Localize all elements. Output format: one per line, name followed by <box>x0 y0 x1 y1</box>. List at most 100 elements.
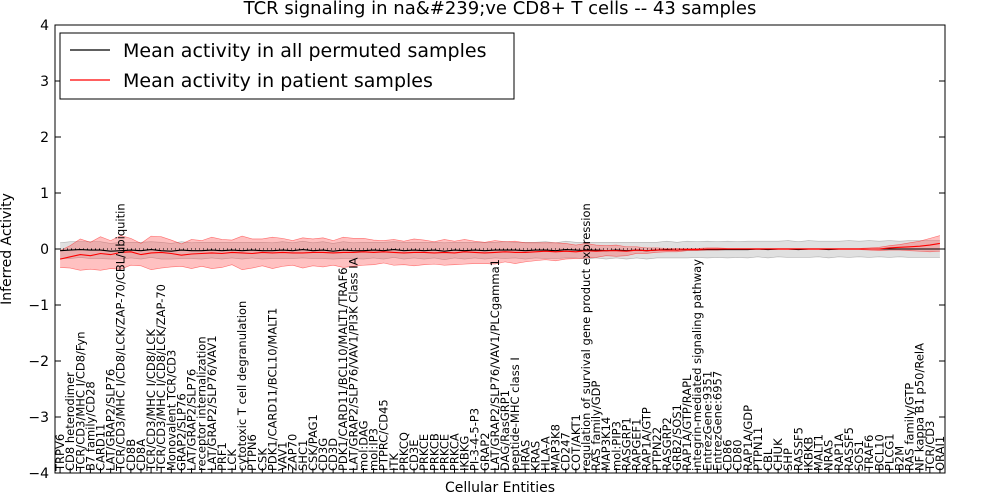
entity-label: CD247 <box>559 432 573 471</box>
entity-label: RAP1A/GTP/RAPL <box>680 374 694 471</box>
entity-label: SHC1 <box>296 440 310 471</box>
band-upper-edge-series-1 <box>59 235 941 251</box>
y-tick-label: −1 <box>28 298 49 314</box>
legend-label-permuted: Mean activity in all permuted samples <box>123 40 486 62</box>
entity-label: PRKCE <box>417 434 431 471</box>
entity-label: CSK <box>255 448 269 471</box>
entity-label: ZAP70 <box>286 434 300 471</box>
entity-label: ITK <box>387 453 401 471</box>
entity-label: CD80 <box>731 439 745 471</box>
band-lower-edge-series-0 <box>60 256 940 260</box>
entity-label: RASGRP1 <box>619 417 633 471</box>
entity-label: Monovalent TCR/CD3 <box>164 350 178 471</box>
entity-label: HLA-A <box>539 436 553 471</box>
entity-label: PRF1 <box>215 442 229 471</box>
entity-label: RASSF5 <box>791 427 805 471</box>
entity-label: LCK <box>225 449 239 471</box>
entity-label: LAT/GRAP2/SLP76 <box>104 369 118 471</box>
entity-label: LAT/GRAP2/SLP76/VAV1 <box>205 335 219 471</box>
entity-label: PDK1/CARD11/BCL10/MALT1 <box>265 308 279 471</box>
entity-label: CARD11 <box>94 424 108 471</box>
x-axis-label: Cellular Entities <box>445 480 555 496</box>
entity-label: CD3G <box>316 438 330 471</box>
entity-label: B2M <box>893 446 907 471</box>
entity-label: CD8 heterodimer <box>63 372 77 471</box>
y-tick-label: 4 <box>40 18 49 34</box>
entity-label: PDK1/CARD11/BCL10/MALT1/TRAF6 <box>336 267 350 471</box>
entity-label: IKBKB <box>802 437 816 471</box>
y-axis: −4 −3 −2 −1 0 1 2 3 4 <box>28 18 945 482</box>
chart-title: TCR signaling in na&#239;ve CD8+ T cells… <box>243 0 757 19</box>
y-tick-label: −4 <box>28 466 49 482</box>
entity-label: RASSF5 <box>842 427 856 471</box>
entity-label: regulation of survival gene product expr… <box>579 203 593 471</box>
entity-label: ORAI1 <box>933 436 947 471</box>
entity-label: PRKCQ <box>397 432 411 471</box>
band-series-1 <box>60 235 940 271</box>
entity-label: EntrezGene:9351 <box>700 371 714 471</box>
entity-label: peptide-MHC class I <box>508 357 522 471</box>
entity-label: TCR/CD3 <box>923 421 937 472</box>
entity-label: NF kappa B1 p50/RelA <box>913 343 927 471</box>
entity-label: CSK/PAG1 <box>306 414 320 471</box>
legend-box <box>59 32 515 100</box>
entity-label: RAS family/GTP <box>903 383 917 471</box>
entity-label: CD3E <box>407 440 421 471</box>
entity-label: RASGRP2 <box>660 417 674 471</box>
entity-label: integrin-mediated signaling pathway <box>690 259 704 471</box>
entity-label: COT/AKT1 <box>569 414 583 471</box>
y-tick-label: 0 <box>40 242 49 258</box>
entity-label: RAP1A/GTP <box>640 407 654 471</box>
entity-label: PRKCB <box>427 433 441 471</box>
entity-label: TCR/CD3/MHC I/CD8/LCK <box>144 329 158 472</box>
entity-label: NRAS <box>822 440 836 471</box>
y-tick-label: −3 <box>28 410 49 426</box>
entity-label: SHP <box>781 448 795 471</box>
y-axis-label: Inferred Activity <box>0 193 15 305</box>
entity-label: PRKCA <box>448 433 462 471</box>
y-tick-label: 2 <box>40 130 49 146</box>
y-tick-label: −2 <box>28 354 49 370</box>
legend-label-patient: Mean activity in patient samples <box>123 70 433 92</box>
y-tick-label: 1 <box>40 186 49 202</box>
entity-label: DAG/RasGRP1 <box>498 390 512 471</box>
entity-label: MAP3K14 <box>599 417 613 471</box>
entity-label: BCL10 <box>872 434 886 471</box>
entity-label: B7 family/CD28 <box>83 381 97 471</box>
entity-label: mol:DAG <box>357 420 371 471</box>
entity-label: CHUK <box>771 438 785 471</box>
entity-label: RAS family/GDP <box>589 381 603 471</box>
entity-label: PRKCE <box>437 434 451 471</box>
entity-label: CD8B <box>124 439 138 471</box>
entity-label: MALT1 <box>812 434 826 471</box>
entity-label: LAT/GRAP2/SLP76 <box>185 369 199 471</box>
entity-label: LAT/GRAP2/SLP76/VAV1/PI3K Class IA <box>346 257 360 471</box>
entity-label: RAP1A/GDP <box>741 405 755 471</box>
entity-label: PTPN11 <box>751 427 765 471</box>
entity-label: cytotoxic T cell degranulation <box>235 301 249 471</box>
entity-label: CD8A <box>134 439 148 471</box>
y-tick-label: 3 <box>40 74 49 90</box>
entity-label: SOS1 <box>852 440 866 471</box>
entity-label: mol:PIP3 <box>609 421 623 471</box>
entity-label: CD86 <box>721 439 735 471</box>
entity-label: KRAS <box>528 441 542 471</box>
series-lines-layer <box>59 242 940 260</box>
entity-label: GRB2/SOS1 <box>670 404 684 471</box>
entity-label: LAT/GRAP2/SLP76/VAV1/PLCgamma1 <box>488 259 502 471</box>
entity-label: HRAS <box>518 440 532 471</box>
entity-label: TRPV6 <box>53 434 67 472</box>
entity-label: PTPN22 <box>650 427 664 471</box>
entity-label: PLCG1 <box>882 433 896 471</box>
entity-label: PTPRC/CD45 <box>377 399 391 471</box>
band-upper-edge-series-0 <box>60 240 940 244</box>
entity-label: GRAP2/SLP76 <box>174 393 188 471</box>
entity-label: TCR/CD3/MHC I/CD8/LCK/ZAP-70/CBL/ubiquit… <box>114 203 128 472</box>
legend: Mean activity in all permuted samples Me… <box>59 32 515 100</box>
entity-label: mol:IP3 <box>367 428 381 471</box>
entity-label: TCR/CD3/MHC I/CD8/LCK/ZAP-70 <box>154 284 168 472</box>
entity-label: PI-3-4-5-P3 <box>468 408 482 471</box>
entity-label: TCR/CD3/MHC I/CD8/Fyn <box>73 331 87 472</box>
entity-label: receptor internalization <box>195 336 209 471</box>
